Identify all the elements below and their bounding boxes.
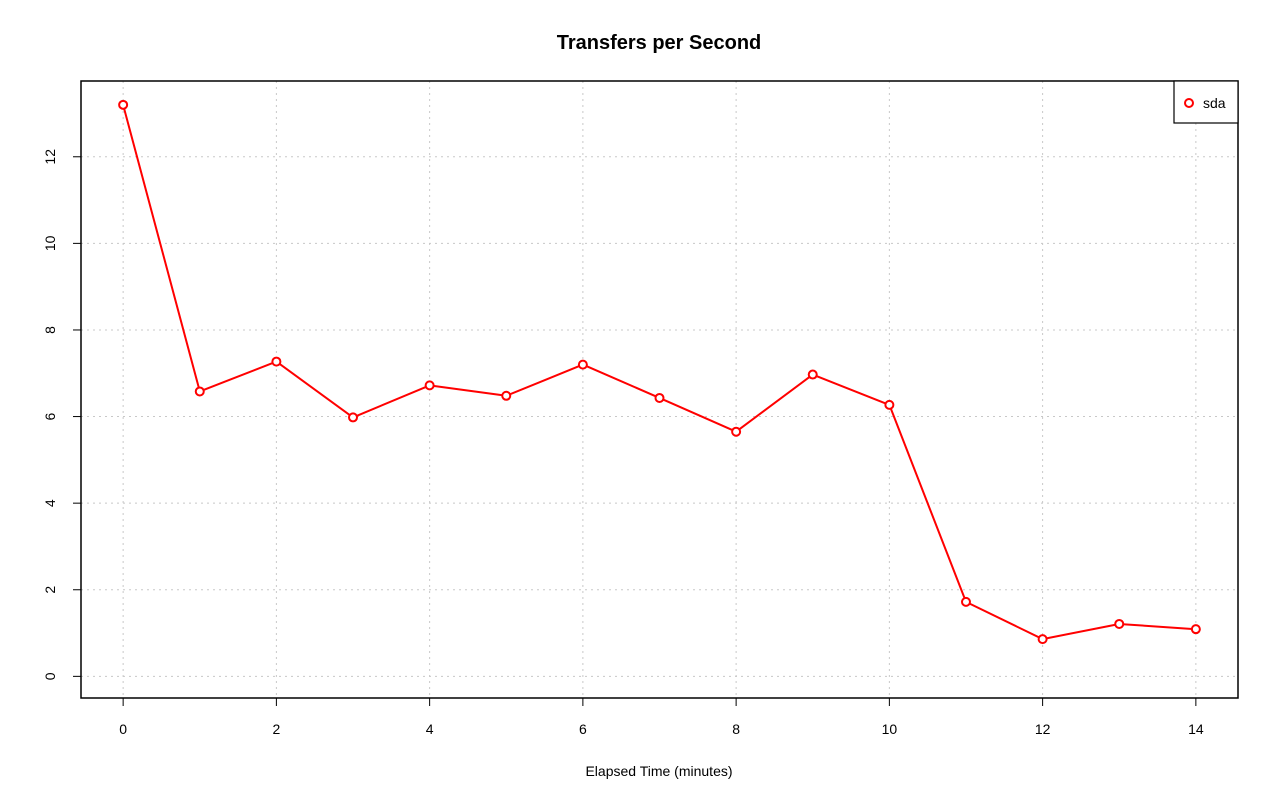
x-tick-label-2: 2 [272,721,280,737]
grid-layer [81,81,1238,698]
y-tick-label-4: 4 [42,499,58,507]
data-point-sda-11 [960,596,971,607]
data-point-sda-3 [348,412,359,423]
legend: sda [1173,80,1239,124]
x-tick-label-12: 12 [1035,721,1051,737]
data-point-sda-12 [1037,634,1048,645]
data-point-sda-8 [731,426,742,437]
data-point-sda-0 [118,99,129,110]
x-tick-label-14: 14 [1188,721,1204,737]
x-axis: 0 2 4 6 8 10 12 14 [119,697,1204,737]
y-tick-label-2: 2 [42,586,58,594]
data-point-sda-7 [654,392,665,403]
data-point-sda-13 [1114,618,1125,629]
data-point-sda-14 [1190,624,1201,635]
data-point-sda-10 [884,399,895,410]
legend-label-sda: sda [1203,95,1226,111]
x-tick-label-0: 0 [119,721,127,737]
chart-title: Transfers per Second [557,32,762,54]
x-tick-label-6: 6 [579,721,587,737]
data-point-sda-2 [271,356,282,367]
legend-marker-sda [1184,98,1194,108]
data-point-sda-5 [501,390,512,401]
y-tick-label-0: 0 [42,672,58,680]
data-point-sda-9 [807,369,818,380]
y-tick-label-6: 6 [42,412,58,420]
data-point-sda-1 [194,386,205,397]
x-tick-label-4: 4 [426,721,434,737]
series-line-sda [122,104,1196,641]
data-point-sda-6 [577,359,588,370]
data-point-sda-4 [424,380,435,391]
plot-frame [80,80,1239,699]
y-tick-label-8: 8 [42,326,58,334]
y-axis: 0 2 4 6 8 10 12 [42,149,82,680]
x-tick-label-10: 10 [882,721,898,737]
y-tick-label-12: 12 [42,149,58,165]
x-tick-label-8: 8 [732,721,740,737]
series-layer [118,99,1201,645]
x-axis-label: Elapsed Time (minutes) [585,763,732,779]
y-tick-label-10: 10 [42,235,58,251]
